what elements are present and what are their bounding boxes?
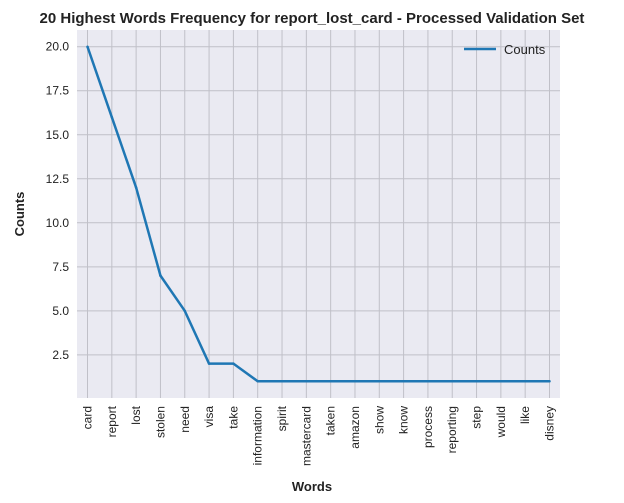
- x-tick-label: visa: [202, 406, 216, 428]
- data-point: [499, 380, 503, 383]
- data-point: [305, 380, 308, 383]
- legend: Counts: [464, 42, 546, 57]
- x-tick-label: need: [178, 406, 192, 433]
- data-point: [232, 362, 235, 365]
- data-point: [353, 380, 357, 383]
- x-tick-label: lost: [129, 405, 143, 424]
- data-point: [86, 45, 89, 48]
- y-tick-label: 12.5: [46, 172, 70, 186]
- x-tick-label: information: [251, 406, 265, 465]
- data-point: [548, 380, 551, 383]
- data-point: [207, 362, 211, 365]
- x-tick-label: card: [81, 406, 95, 429]
- data-point: [378, 380, 381, 383]
- x-tick-label: take: [226, 406, 240, 429]
- series: [86, 45, 551, 383]
- x-axis-ticks: card report lost stolen need visa take informat…: [81, 405, 557, 466]
- x-tick-label: stolen: [153, 406, 167, 438]
- y-tick-label: 17.5: [46, 84, 70, 98]
- x-tick-label: would: [494, 406, 508, 438]
- x-tick-label: show: [372, 406, 386, 434]
- data-point: [110, 115, 114, 119]
- y-tick-label: 15.0: [46, 128, 70, 142]
- data-point: [402, 380, 405, 383]
- y-tick-label: 5.0: [52, 304, 69, 318]
- data-point: [329, 380, 332, 383]
- y-tick-label: 2.5: [52, 348, 69, 362]
- x-tick-label: spirit: [275, 405, 289, 431]
- x-tick-label: process: [421, 406, 435, 448]
- y-axis-ticks: 2.5 5.0 7.5 10.0 12.5 15.0 17.5 20.0: [46, 40, 70, 362]
- data-point: [280, 380, 284, 383]
- data-point: [450, 380, 454, 383]
- series-line: [86, 46, 550, 383]
- chart-title: 20 Highest Words Frequency for report_lo…: [40, 10, 585, 27]
- legend-label: Counts: [504, 42, 546, 57]
- y-tick-label: 7.5: [52, 260, 69, 274]
- data-point: [426, 380, 430, 383]
- data-point: [523, 380, 527, 383]
- x-tick-label: reporting: [445, 406, 459, 453]
- data-point: [159, 274, 162, 277]
- y-tick-label: 20.0: [46, 40, 70, 54]
- x-axis-label: Words: [292, 479, 332, 494]
- x-tick-label: know: [397, 406, 411, 434]
- grid: [77, 30, 560, 398]
- plot-area: [77, 30, 560, 398]
- x-tick-label: mastercard: [299, 406, 313, 466]
- y-axis-label: Counts: [12, 192, 27, 237]
- data-point: [183, 309, 187, 313]
- x-tick-label: taken: [324, 406, 338, 435]
- y-tick-label: 10.0: [46, 216, 70, 230]
- x-tick-label: like: [518, 406, 532, 424]
- x-tick-label: step: [470, 406, 484, 429]
- x-tick-label: report: [105, 405, 119, 437]
- data-point: [475, 380, 478, 383]
- x-tick-label: amazon: [348, 406, 362, 449]
- data-point: [256, 380, 259, 383]
- data-point: [134, 186, 138, 189]
- x-tick-label: disney: [543, 406, 557, 441]
